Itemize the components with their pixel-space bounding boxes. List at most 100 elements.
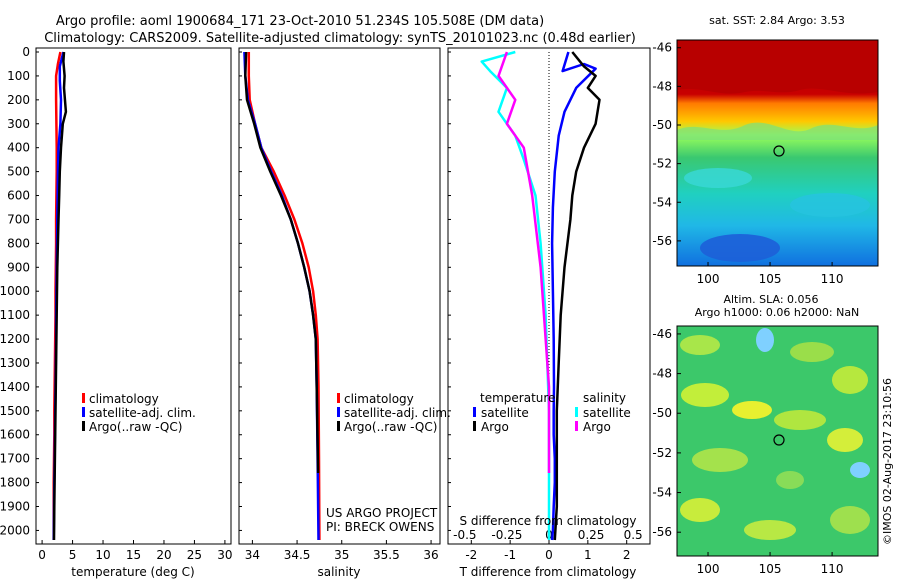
- sla-anomaly-patch: [830, 506, 870, 534]
- sst-map-frame: [676, 39, 879, 267]
- sst-front: [677, 122, 878, 140]
- legend-label: climatology: [344, 392, 414, 406]
- map-lon-label: 110: [821, 562, 844, 576]
- sla-anomaly-patch: [680, 335, 720, 355]
- depth-tick-label: 1800: [0, 476, 30, 490]
- depth-tick-label: 100: [7, 69, 30, 83]
- pi-credit: PI: BRECK OWENS: [326, 520, 434, 534]
- imos-watermark: ©IMOS 02-Aug-2017 23:10:56: [881, 378, 894, 545]
- depth-tick-label: 500: [7, 165, 30, 179]
- legend-title-temperature: temperature: [480, 391, 555, 405]
- sdiff-tick-label: -0.25: [491, 528, 522, 542]
- sst-map-axes: -46 -48 -50 -52 -54 -56 100 105 110: [652, 41, 843, 286]
- legend-swatch-s-argo: [575, 421, 578, 431]
- argo-position-marker: [773, 145, 785, 157]
- x-axes: 0 5 10 15 20 25 30 34 34.5 35 35.5 36 -2 -1 0 1 2 -0.5 -0.…: [38, 528, 642, 562]
- legend-label: satellite: [481, 406, 529, 420]
- legend-swatch-satellite: [82, 407, 85, 417]
- map-lat-label: -54: [652, 486, 672, 500]
- difference-tick-label: 0: [545, 548, 553, 562]
- series-line: [247, 52, 321, 541]
- sla-anomaly-patch: [744, 520, 796, 540]
- salinity-tick-label: 34.5: [284, 548, 311, 562]
- depth-tick-label: 1500: [0, 404, 30, 418]
- series-line: [480, 50, 551, 540]
- sla-anomaly-patch: [776, 471, 804, 489]
- temperature-panel-frame: [35, 47, 232, 545]
- legend-label: satellite: [583, 406, 631, 420]
- sla-map: [677, 326, 878, 556]
- temperature-tick-label: 20: [156, 548, 171, 562]
- map-lon-label: 105: [759, 272, 782, 286]
- salinity-panel-frame: [238, 47, 441, 545]
- sla-anomaly-patch: [756, 328, 774, 352]
- depth-tick-label: 600: [7, 189, 30, 203]
- difference-tick-label: -2: [465, 548, 477, 562]
- depth-tick-label: 900: [7, 260, 30, 274]
- temperature-legend: climatology satellite-adj. clim. Argo(..…: [82, 392, 196, 434]
- sla-anomaly-patch: [850, 462, 870, 478]
- map-lat-label: -56: [652, 525, 672, 539]
- legend-swatch-argo: [82, 421, 85, 431]
- series-line: [52, 51, 68, 541]
- project-credit: US ARGO PROJECT: [326, 506, 438, 520]
- map-lon-label: 100: [697, 562, 720, 576]
- map-lon-label: 110: [821, 272, 844, 286]
- sst-warm-band: [677, 40, 878, 94]
- map-lat-label: -48: [652, 79, 672, 93]
- temperature-tick-label: 5: [69, 548, 77, 562]
- depth-tick-label: 200: [7, 93, 30, 107]
- temperature-tick-label: 30: [217, 548, 232, 562]
- legend-swatch-t-satellite: [473, 407, 476, 417]
- legend-swatch-climatology: [82, 393, 85, 403]
- legend-label: Argo(..raw -QC): [89, 420, 182, 434]
- sdiff-tick-label: 0.25: [578, 528, 605, 542]
- sla-map-subtitle: Argo h1000: 0.06 h2000: NaN: [695, 306, 860, 319]
- map-lat-label: -52: [652, 446, 672, 460]
- temperature-tick-label: 25: [187, 548, 202, 562]
- depth-tick-label: 400: [7, 141, 30, 155]
- series-line: [553, 51, 601, 541]
- legend-swatch-argo: [337, 421, 340, 431]
- depth-axis: 0 100 200 300 400 500 600 700 800 900 1000 1100 1200…: [0, 45, 451, 537]
- map-lat-label: -54: [652, 195, 672, 209]
- legend-label: climatology: [89, 392, 159, 406]
- map-lat-label: -50: [652, 406, 672, 420]
- sst-map-title: sat. SST: 2.84 Argo: 3.53: [709, 14, 845, 27]
- legend-title-salinity: salinity: [583, 391, 626, 405]
- sst-cool-patch: [790, 193, 870, 217]
- map-lat-label: -46: [652, 41, 672, 55]
- salinity-tick-label: 36: [423, 548, 438, 562]
- depth-tick-label: 700: [7, 212, 30, 226]
- map-lon-label: 100: [697, 272, 720, 286]
- depth-tick-label: 1100: [0, 308, 30, 322]
- legend-swatch-t-argo: [473, 421, 476, 431]
- temperature-tick-label: 10: [95, 548, 110, 562]
- sla-anomaly-patch: [680, 498, 720, 522]
- depth-tick-label: 1600: [0, 428, 30, 442]
- map-lat-label: -48: [652, 367, 672, 381]
- sla-anomaly-patch: [681, 383, 729, 407]
- depth-tick-label: 2000: [0, 523, 30, 537]
- depth-tick-label: 800: [7, 236, 30, 250]
- s-difference-xlabel: S difference from climatology: [460, 514, 637, 528]
- depth-tick-label: 300: [7, 117, 30, 131]
- t-difference-xlabel: T difference from climatology: [459, 565, 637, 579]
- figure-title-line2: Climatology: CARS2009. Satellite-adjuste…: [44, 31, 636, 46]
- legend-label: satellite-adj. clim.: [89, 406, 196, 420]
- legend-label: Argo: [583, 420, 611, 434]
- difference-tick-label: 1: [584, 548, 592, 562]
- salinity-tick-label: 35.5: [373, 548, 400, 562]
- legend-label: Argo: [481, 420, 509, 434]
- sdiff-tick-label: -0.5: [453, 528, 476, 542]
- legend-swatch-satellite: [337, 407, 340, 417]
- depth-tick-label: 1300: [0, 356, 30, 370]
- sst-cool-patch: [684, 168, 752, 188]
- map-lat-label: -50: [652, 118, 672, 132]
- depth-tick-label: 1700: [0, 452, 30, 466]
- depth-tick-label: 1000: [0, 284, 30, 298]
- series-line: [550, 51, 597, 541]
- sla-map-frame: [676, 325, 879, 557]
- sla-anomaly-patch: [732, 401, 772, 419]
- sst-cold-patch: [700, 234, 780, 262]
